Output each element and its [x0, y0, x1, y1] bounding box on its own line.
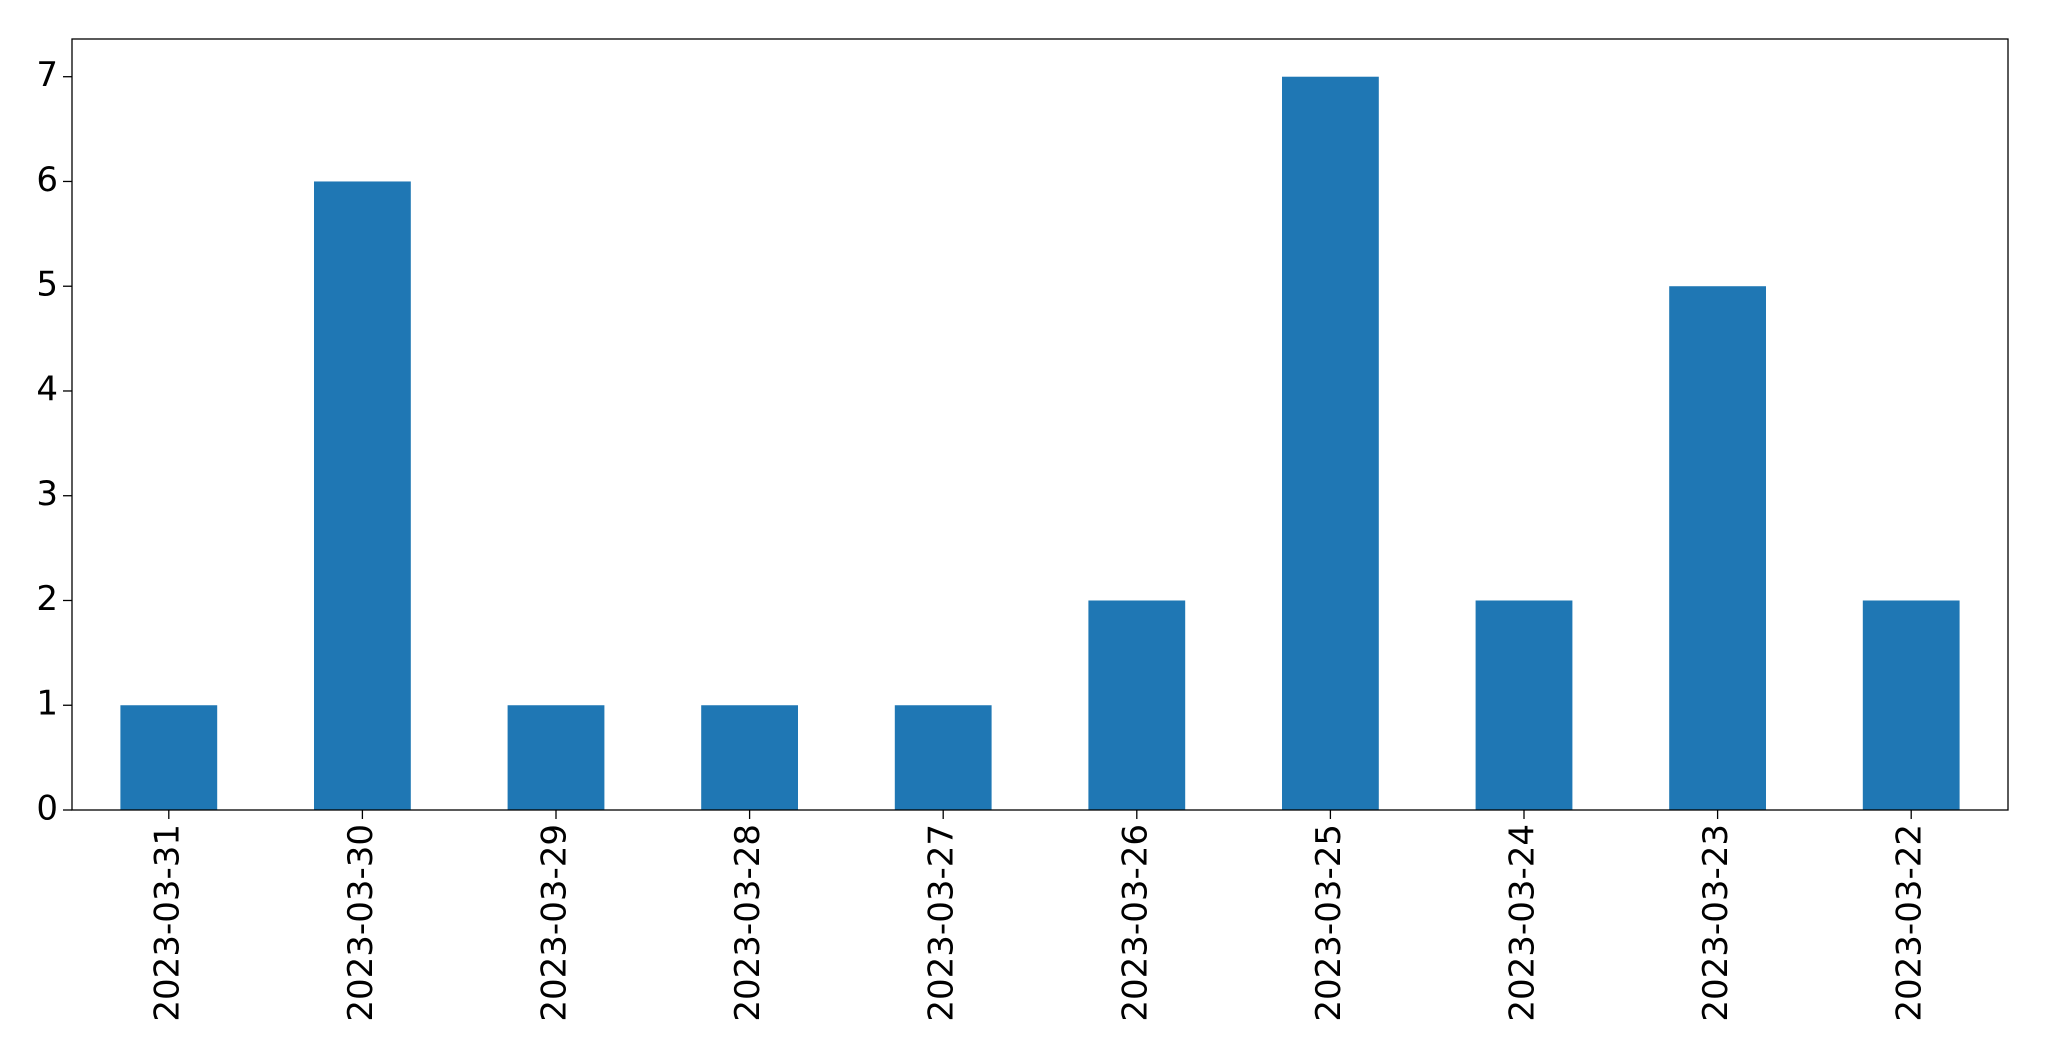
- bar: [1669, 286, 1766, 810]
- y-tick-label: 1: [36, 684, 58, 724]
- y-tick-label: 5: [36, 265, 58, 305]
- x-tick-label: 2023-03-28: [728, 824, 768, 1022]
- y-tick-label: 0: [36, 789, 58, 829]
- bar: [701, 705, 798, 810]
- bar: [1475, 600, 1573, 810]
- bar: [1862, 600, 1960, 810]
- x-tick-label: 2023-03-27: [922, 824, 962, 1022]
- x-tick-label: 2023-03-26: [1115, 824, 1155, 1022]
- x-tick-label: 2023-03-31: [147, 824, 187, 1022]
- x-tick-label: 2023-03-23: [1696, 824, 1736, 1022]
- y-tick-label: 3: [36, 474, 58, 514]
- bar: [1282, 76, 1379, 810]
- y-tick-label: 6: [36, 160, 58, 200]
- x-tick-label: 2023-03-30: [341, 824, 381, 1022]
- x-tick-label: 2023-03-25: [1309, 824, 1349, 1022]
- y-tick-label: 7: [36, 55, 58, 95]
- bar: [314, 181, 411, 810]
- x-tick-label: 2023-03-22: [1890, 824, 1930, 1022]
- x-tick-label: 2023-03-29: [535, 824, 575, 1022]
- plot-frame: [71, 38, 2009, 811]
- y-tick-label: 2: [36, 579, 58, 619]
- x-tick-label: 2023-03-24: [1503, 824, 1543, 1022]
- bar: [120, 705, 218, 810]
- bar: [1088, 600, 1186, 810]
- bar: [507, 705, 605, 810]
- y-tick-label: 4: [36, 369, 58, 409]
- bar: [894, 705, 992, 810]
